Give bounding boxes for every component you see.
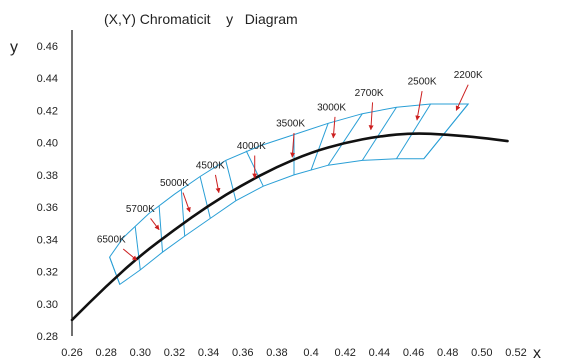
y-tick-label: 0.28	[37, 331, 58, 343]
cct-arrow	[182, 192, 191, 213]
cct-arrow	[122, 248, 138, 261]
cct-labels: 6500K 5700K 5000K 4500K 4000K 3500K 3000K 2700K…	[97, 70, 483, 245]
cct-label: 4000K	[237, 141, 266, 152]
y-axis-label: y	[10, 39, 18, 56]
y-tick-label: 0.46	[37, 41, 58, 53]
cct-label: 6500K	[97, 235, 126, 246]
cct-arrow	[455, 84, 469, 111]
y-tick-label: 0.44	[37, 73, 58, 85]
cct-label: 3000K	[317, 102, 346, 113]
x-tick-label: 0.26	[61, 347, 82, 359]
cct-arrow	[214, 174, 221, 194]
bin-divider	[310, 123, 329, 171]
cct-arrow	[368, 102, 374, 131]
y-tick-label: 0.42	[37, 105, 58, 117]
cct-label: 2200K	[454, 70, 483, 81]
x-tick-label: 0.30	[130, 347, 151, 359]
y-tick-labels: 0.28 0.30 0.32 0.34 0.36 0.38 0.40 0.42 0.44 0.46	[37, 41, 58, 343]
bin-divider	[396, 103, 432, 160]
cct-arrow	[415, 91, 423, 121]
bin-divider	[158, 205, 164, 253]
cct-label: 2500K	[408, 77, 437, 88]
bin-divider	[225, 160, 237, 201]
cct-label: 5700K	[126, 204, 155, 215]
bin-divider	[109, 256, 121, 285]
bin-divider	[423, 103, 469, 160]
x-tick-label: 0.38	[266, 347, 287, 359]
x-tick-label: 0.44	[369, 347, 390, 359]
y-tick-label: 0.40	[37, 138, 58, 150]
cct-arrows	[122, 84, 469, 261]
x-tick-label: 0.48	[437, 347, 458, 359]
y-tick-label: 0.32	[37, 267, 58, 279]
y-tick-label: 0.36	[37, 202, 58, 214]
x-tick-label: 0.52	[505, 347, 526, 359]
bin-divider	[361, 106, 397, 161]
bin-divider	[180, 189, 186, 237]
bin-divider	[199, 176, 211, 219]
cct-label: 5000K	[160, 178, 189, 189]
x-tick-label: 0.4	[303, 347, 318, 359]
cct-label: 2700K	[355, 88, 384, 99]
y-tick-label: 0.34	[37, 234, 58, 246]
bin-outline	[109, 103, 470, 286]
x-tick-label: 0.28	[95, 347, 116, 359]
color-temperature-bins	[109, 103, 470, 286]
x-tick-label: 0.50	[471, 347, 492, 359]
x-tick-label: 0.36	[232, 347, 253, 359]
x-tick-labels: 0.26 0.28 0.30 0.32 0.34 0.36 0.38 0.4 0.42 0.44 0…	[61, 347, 526, 359]
chart-title: (X,Y) Chromaticit y Diagram	[104, 11, 298, 27]
cct-arrow	[150, 218, 160, 231]
x-axis-label: x	[533, 345, 541, 360]
x-tick-label: 0.42	[335, 347, 356, 359]
x-tick-label: 0.46	[403, 347, 424, 359]
planckian-locus	[70, 132, 509, 322]
x-tick-label: 0.34	[198, 347, 219, 359]
bin-divider	[327, 113, 363, 166]
y-tick-label: 0.38	[37, 170, 58, 182]
cct-arrow	[331, 116, 337, 139]
cct-label: 4500K	[196, 160, 225, 171]
locus-line	[70, 132, 509, 322]
cct-arrow	[290, 132, 296, 158]
x-tick-label: 0.32	[164, 347, 185, 359]
cct-label: 3500K	[276, 119, 305, 130]
y-tick-label: 0.30	[37, 299, 58, 311]
bin-divider	[134, 226, 141, 271]
